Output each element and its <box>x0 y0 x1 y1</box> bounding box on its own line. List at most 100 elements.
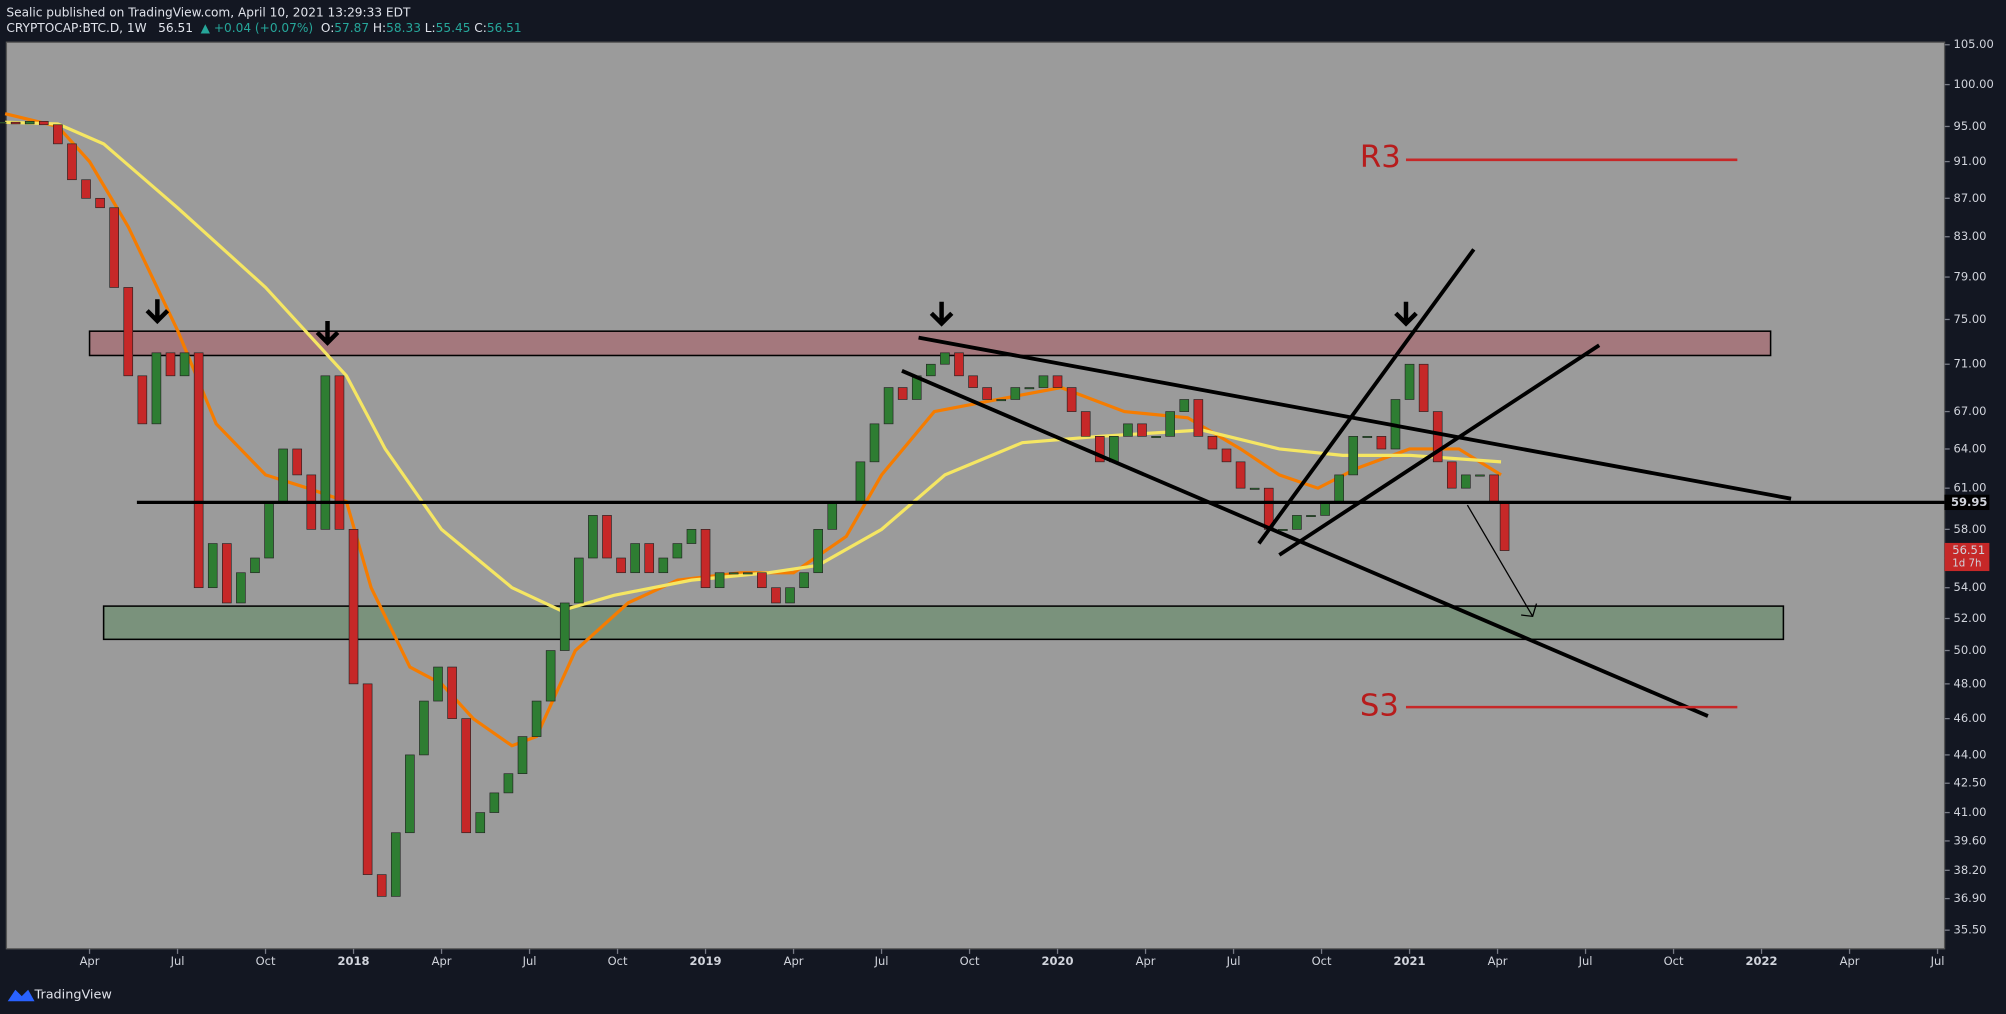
candle <box>996 399 1007 402</box>
high: 58.33 <box>386 21 421 35</box>
y-tick-label: 83.00 <box>1954 229 1987 243</box>
candle <box>207 543 218 589</box>
candle <box>1179 399 1190 412</box>
price-label: 56.51 <box>1952 543 1985 557</box>
candle <box>869 423 880 463</box>
candle <box>559 602 570 651</box>
footer: TradingView <box>34 987 112 1002</box>
change: ▲ +0.04 (+0.07%) <box>201 21 314 35</box>
resistance-zone <box>88 330 1772 357</box>
candle <box>799 572 809 589</box>
x-tick-label: Jul <box>1578 954 1593 968</box>
candle <box>95 197 105 209</box>
candle <box>334 375 345 530</box>
candle <box>222 543 232 604</box>
candle <box>771 587 781 604</box>
countdown: 1d 7h <box>1952 558 1981 569</box>
candle <box>1038 375 1049 388</box>
candle <box>883 387 894 425</box>
y-tick-label: 79.00 <box>1954 270 1987 284</box>
candle <box>672 543 683 559</box>
candle <box>968 375 978 388</box>
candle <box>954 352 964 377</box>
candle <box>1348 436 1359 476</box>
candle <box>1151 436 1161 438</box>
down-arrows <box>145 299 1418 346</box>
candle <box>348 529 359 685</box>
candle <box>405 754 415 834</box>
candle <box>630 543 640 574</box>
y-tick-label: 38.20 <box>1954 863 1987 877</box>
x-tick-label: Apr <box>1136 954 1156 968</box>
publisher: Sealic published on TradingView.com, Apr… <box>6 5 411 19</box>
y-tick-label: 48.00 <box>1954 676 1987 690</box>
candle <box>588 515 598 559</box>
candle <box>1461 474 1471 489</box>
candle <box>461 718 471 834</box>
candle <box>1334 474 1344 502</box>
candle <box>785 587 795 604</box>
candle <box>827 501 838 530</box>
x-tick-label: 2022 <box>1746 954 1778 968</box>
y-tick-label: 67.00 <box>1954 404 1987 418</box>
candle <box>1024 387 1035 390</box>
y-tick-label: 50.00 <box>1954 643 1987 657</box>
zones <box>88 330 1785 641</box>
candle <box>1109 436 1119 463</box>
y-tick-label: 54.00 <box>1954 580 1987 594</box>
y-tick-label: 52.00 <box>1954 611 1987 625</box>
candle <box>531 700 542 737</box>
x-tick-label: Jul <box>1930 954 1945 968</box>
candle <box>151 352 162 425</box>
symbol-line: CRYPTOCAP:BTC.D, 1W 56.51 ▲ +0.04 (+0.07… <box>6 21 521 35</box>
x-tick-label: 2019 <box>690 954 722 968</box>
x-tick-label: Oct <box>256 954 276 968</box>
candle <box>1418 363 1429 412</box>
candle <box>1193 399 1204 437</box>
arrow <box>145 299 170 325</box>
x-tick-label: Apr <box>1840 954 1860 968</box>
y-tick-label: 46.00 <box>1954 711 1987 725</box>
y-tick-label: 35.50 <box>1954 923 1987 937</box>
level-label: 59.95 <box>1951 495 1987 509</box>
candle <box>320 375 331 530</box>
candle <box>1489 474 1499 502</box>
candle <box>1499 501 1510 551</box>
moving-average <box>5 120 1502 613</box>
trend-line <box>1257 248 1476 545</box>
price: 56.51 <box>158 21 193 35</box>
x-tick-label: Apr <box>432 954 452 968</box>
high-label: H: <box>373 21 386 35</box>
y-tick-label: 42.50 <box>1954 776 1987 790</box>
candle <box>644 543 655 574</box>
axes: 105.00 100.00 95.00 91.00 87.00 83.00 79.00 75.… <box>80 37 1994 968</box>
x-tick-label: Oct <box>608 954 628 968</box>
candle <box>390 832 401 897</box>
close-label: C: <box>474 21 487 35</box>
arrow <box>929 301 954 327</box>
open-label: O: <box>321 21 334 35</box>
candle <box>1292 515 1302 530</box>
candle <box>53 124 63 145</box>
logo <box>7 989 35 1002</box>
candle <box>236 572 246 604</box>
x-tick-label: Apr <box>80 954 100 968</box>
candle <box>1137 423 1147 437</box>
arrow-head <box>1521 603 1538 618</box>
plot-area <box>5 41 1946 950</box>
y-tick-label: 105.00 <box>1954 37 1994 51</box>
arrow <box>1394 301 1418 327</box>
candle <box>1278 529 1288 531</box>
level-label-bg <box>1944 494 1990 511</box>
candle <box>602 515 612 559</box>
candle <box>24 121 35 125</box>
candle <box>926 363 936 377</box>
r3-label: R3 <box>1360 140 1401 175</box>
candle <box>1207 436 1218 450</box>
candle <box>686 529 697 544</box>
x-tick-label: Oct <box>1664 954 1684 968</box>
candle <box>813 529 823 574</box>
x-tick-label: Jul <box>522 954 537 968</box>
